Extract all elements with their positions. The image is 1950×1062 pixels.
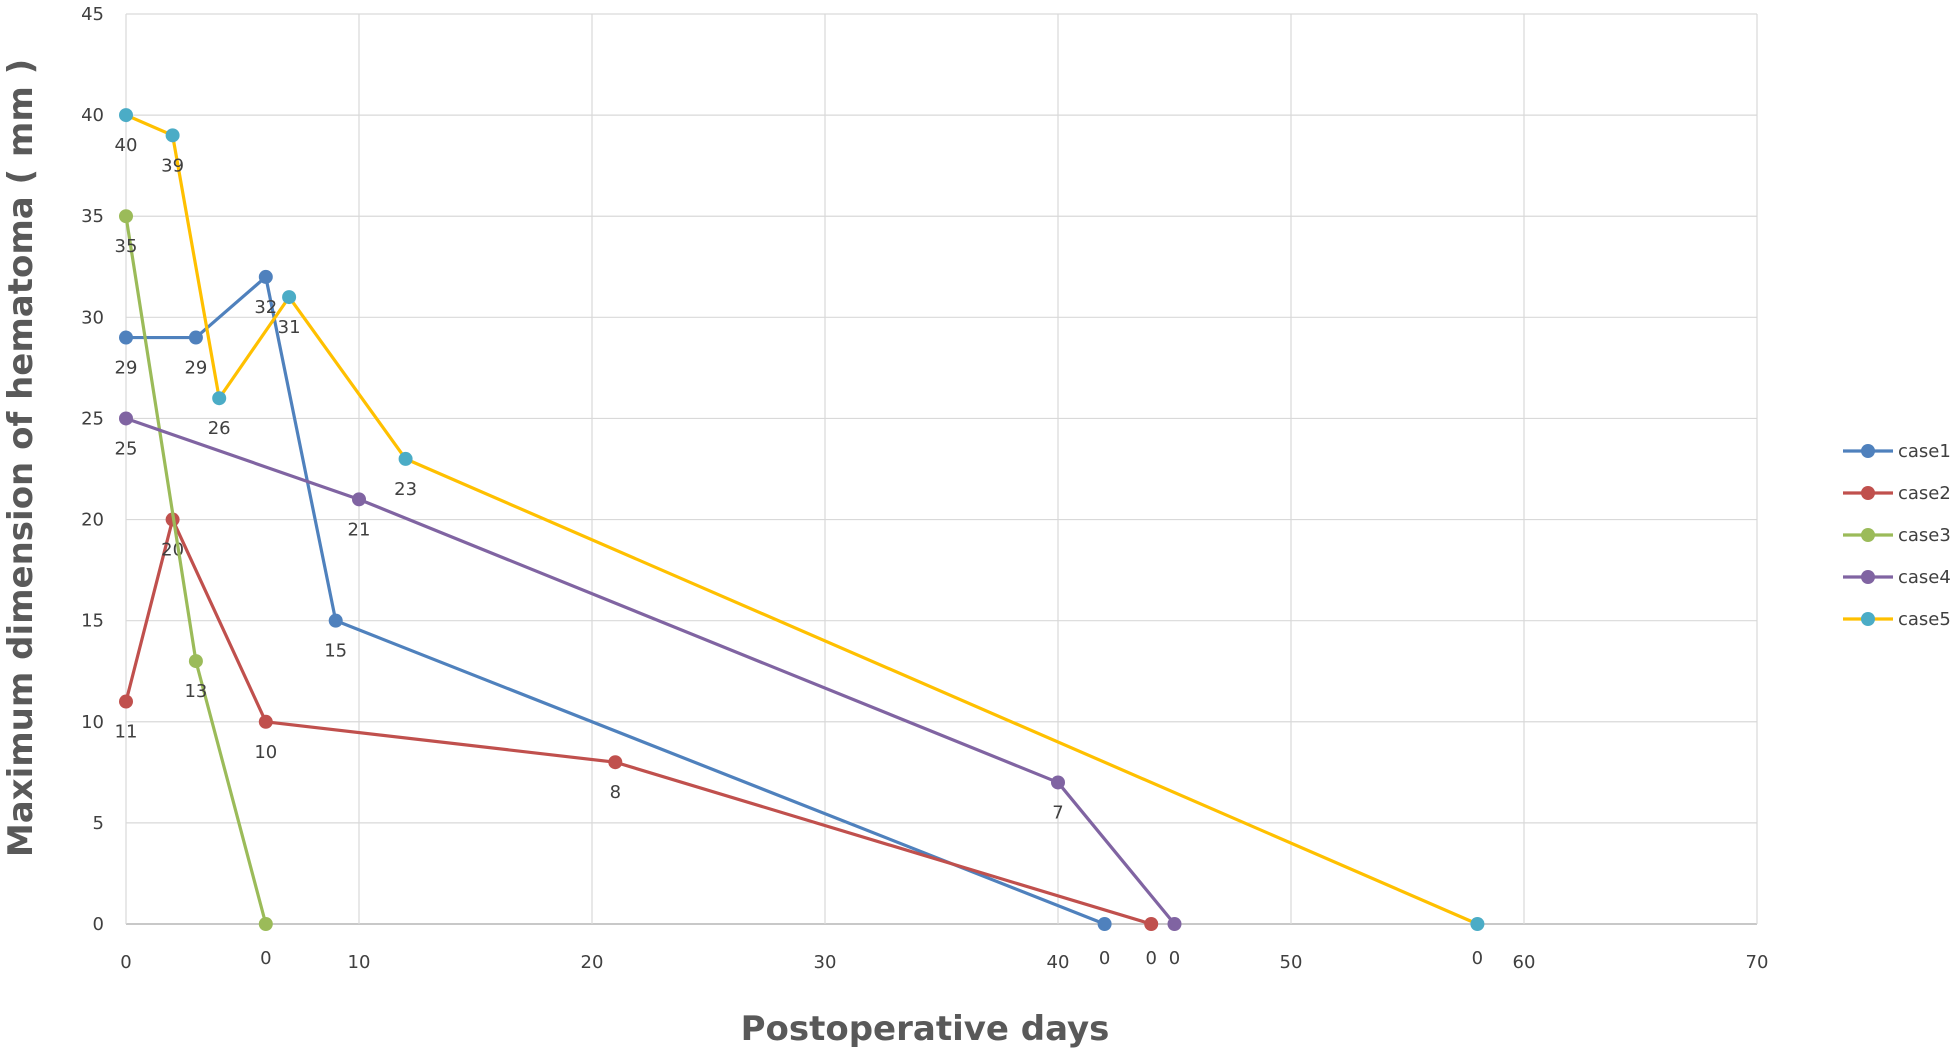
legend-label-case1: case1	[1898, 441, 1950, 462]
x-tick-label: 40	[1047, 952, 1070, 973]
data-point	[258, 269, 273, 284]
data-point	[258, 714, 273, 729]
x-tick-label: 30	[814, 952, 837, 973]
data-label: 10	[254, 742, 277, 763]
data-label: 11	[115, 722, 138, 743]
data-point	[1051, 775, 1065, 790]
data-label: 40	[115, 135, 138, 156]
series-line-case1	[126, 275, 1106, 926]
data-point	[119, 330, 133, 345]
data-label: 0	[260, 948, 271, 969]
data-label: 39	[161, 155, 184, 176]
data-label: 29	[115, 358, 138, 379]
data-label: 32	[254, 297, 277, 318]
data-point	[119, 411, 133, 426]
y-tick-label: 40	[81, 105, 104, 126]
data-point	[119, 108, 133, 123]
legend-marker-case5	[1861, 612, 1875, 626]
data-point	[352, 492, 366, 507]
x-tick-label: 0	[120, 952, 131, 973]
x-axis-ticks: 0 10 20 30 40 50 60 70	[120, 952, 1768, 973]
legend-label-case3: case3	[1898, 525, 1950, 546]
series-case3: 35 13 0	[115, 209, 273, 969]
data-point	[119, 694, 133, 709]
legend-label-case4: case4	[1898, 567, 1950, 588]
legend-label-case5: case5	[1898, 609, 1950, 630]
data-point	[188, 330, 203, 345]
series-line-case4	[125, 416, 1176, 926]
y-tick-label: 10	[81, 712, 104, 733]
data-point	[398, 451, 413, 466]
data-label: 8	[610, 782, 621, 803]
legend-label-case2: case2	[1898, 483, 1950, 504]
y-tick-label: 15	[81, 611, 104, 632]
data-label: 31	[278, 317, 301, 338]
series-case5: 40 39 26 31 23 0	[115, 108, 1485, 969]
series-case4: 25 21 7 0	[115, 411, 1182, 969]
data-point	[258, 917, 273, 931]
data-label: 0	[1099, 948, 1110, 969]
data-point	[608, 755, 623, 770]
data-label: 7	[1052, 802, 1063, 823]
y-axis-title: Maximum dimension of hematoma ( mm )	[1, 59, 41, 857]
data-point	[165, 128, 180, 143]
y-tick-label: 20	[81, 510, 104, 531]
gridlines	[125, 13, 1758, 925]
x-axis-title: Postoperative days	[741, 1009, 1110, 1049]
x-tick-label: 50	[1280, 952, 1303, 973]
y-axis-ticks: 0 5 10 15 20 25 30 35 40 45	[81, 4, 104, 935]
y-tick-label: 25	[81, 408, 104, 429]
data-label: 0	[1169, 948, 1180, 969]
x-tick-label: 70	[1746, 952, 1769, 973]
x-tick-label: 60	[1513, 952, 1536, 973]
data-label: 13	[184, 681, 207, 702]
x-tick-label: 20	[581, 952, 604, 973]
data-point	[1470, 917, 1485, 931]
data-point	[212, 391, 227, 406]
data-label: 25	[115, 438, 138, 459]
data-point	[1144, 917, 1159, 931]
data-label: 26	[208, 418, 231, 439]
legend-marker-case1	[1861, 444, 1875, 458]
legend: case1 case2 case3 case4 case5	[1843, 441, 1950, 630]
data-label: 29	[184, 358, 207, 379]
legend-marker-case2	[1861, 486, 1875, 500]
data-point	[328, 613, 343, 628]
x-tick-label: 10	[348, 952, 371, 973]
y-tick-label: 30	[81, 307, 104, 328]
data-label: 15	[324, 641, 347, 662]
data-label: 0	[1145, 948, 1156, 969]
series-case1: 29 29 32 15 0	[115, 269, 1112, 969]
data-label: 23	[394, 479, 417, 500]
data-label: 0	[1472, 948, 1483, 969]
series-line-case5	[125, 113, 1479, 926]
data-point	[188, 654, 203, 669]
legend-marker-case4	[1861, 570, 1875, 584]
data-point	[282, 290, 297, 305]
y-tick-label: 35	[81, 206, 104, 227]
legend-marker-case3	[1861, 528, 1875, 542]
data-point	[1097, 917, 1112, 931]
y-tick-label: 45	[81, 4, 104, 25]
y-tick-label: 0	[93, 914, 104, 935]
data-point	[119, 209, 133, 224]
y-tick-label: 5	[93, 813, 104, 834]
data-point	[1167, 917, 1182, 931]
data-label: 21	[348, 519, 371, 540]
data-label: 35	[115, 236, 138, 257]
